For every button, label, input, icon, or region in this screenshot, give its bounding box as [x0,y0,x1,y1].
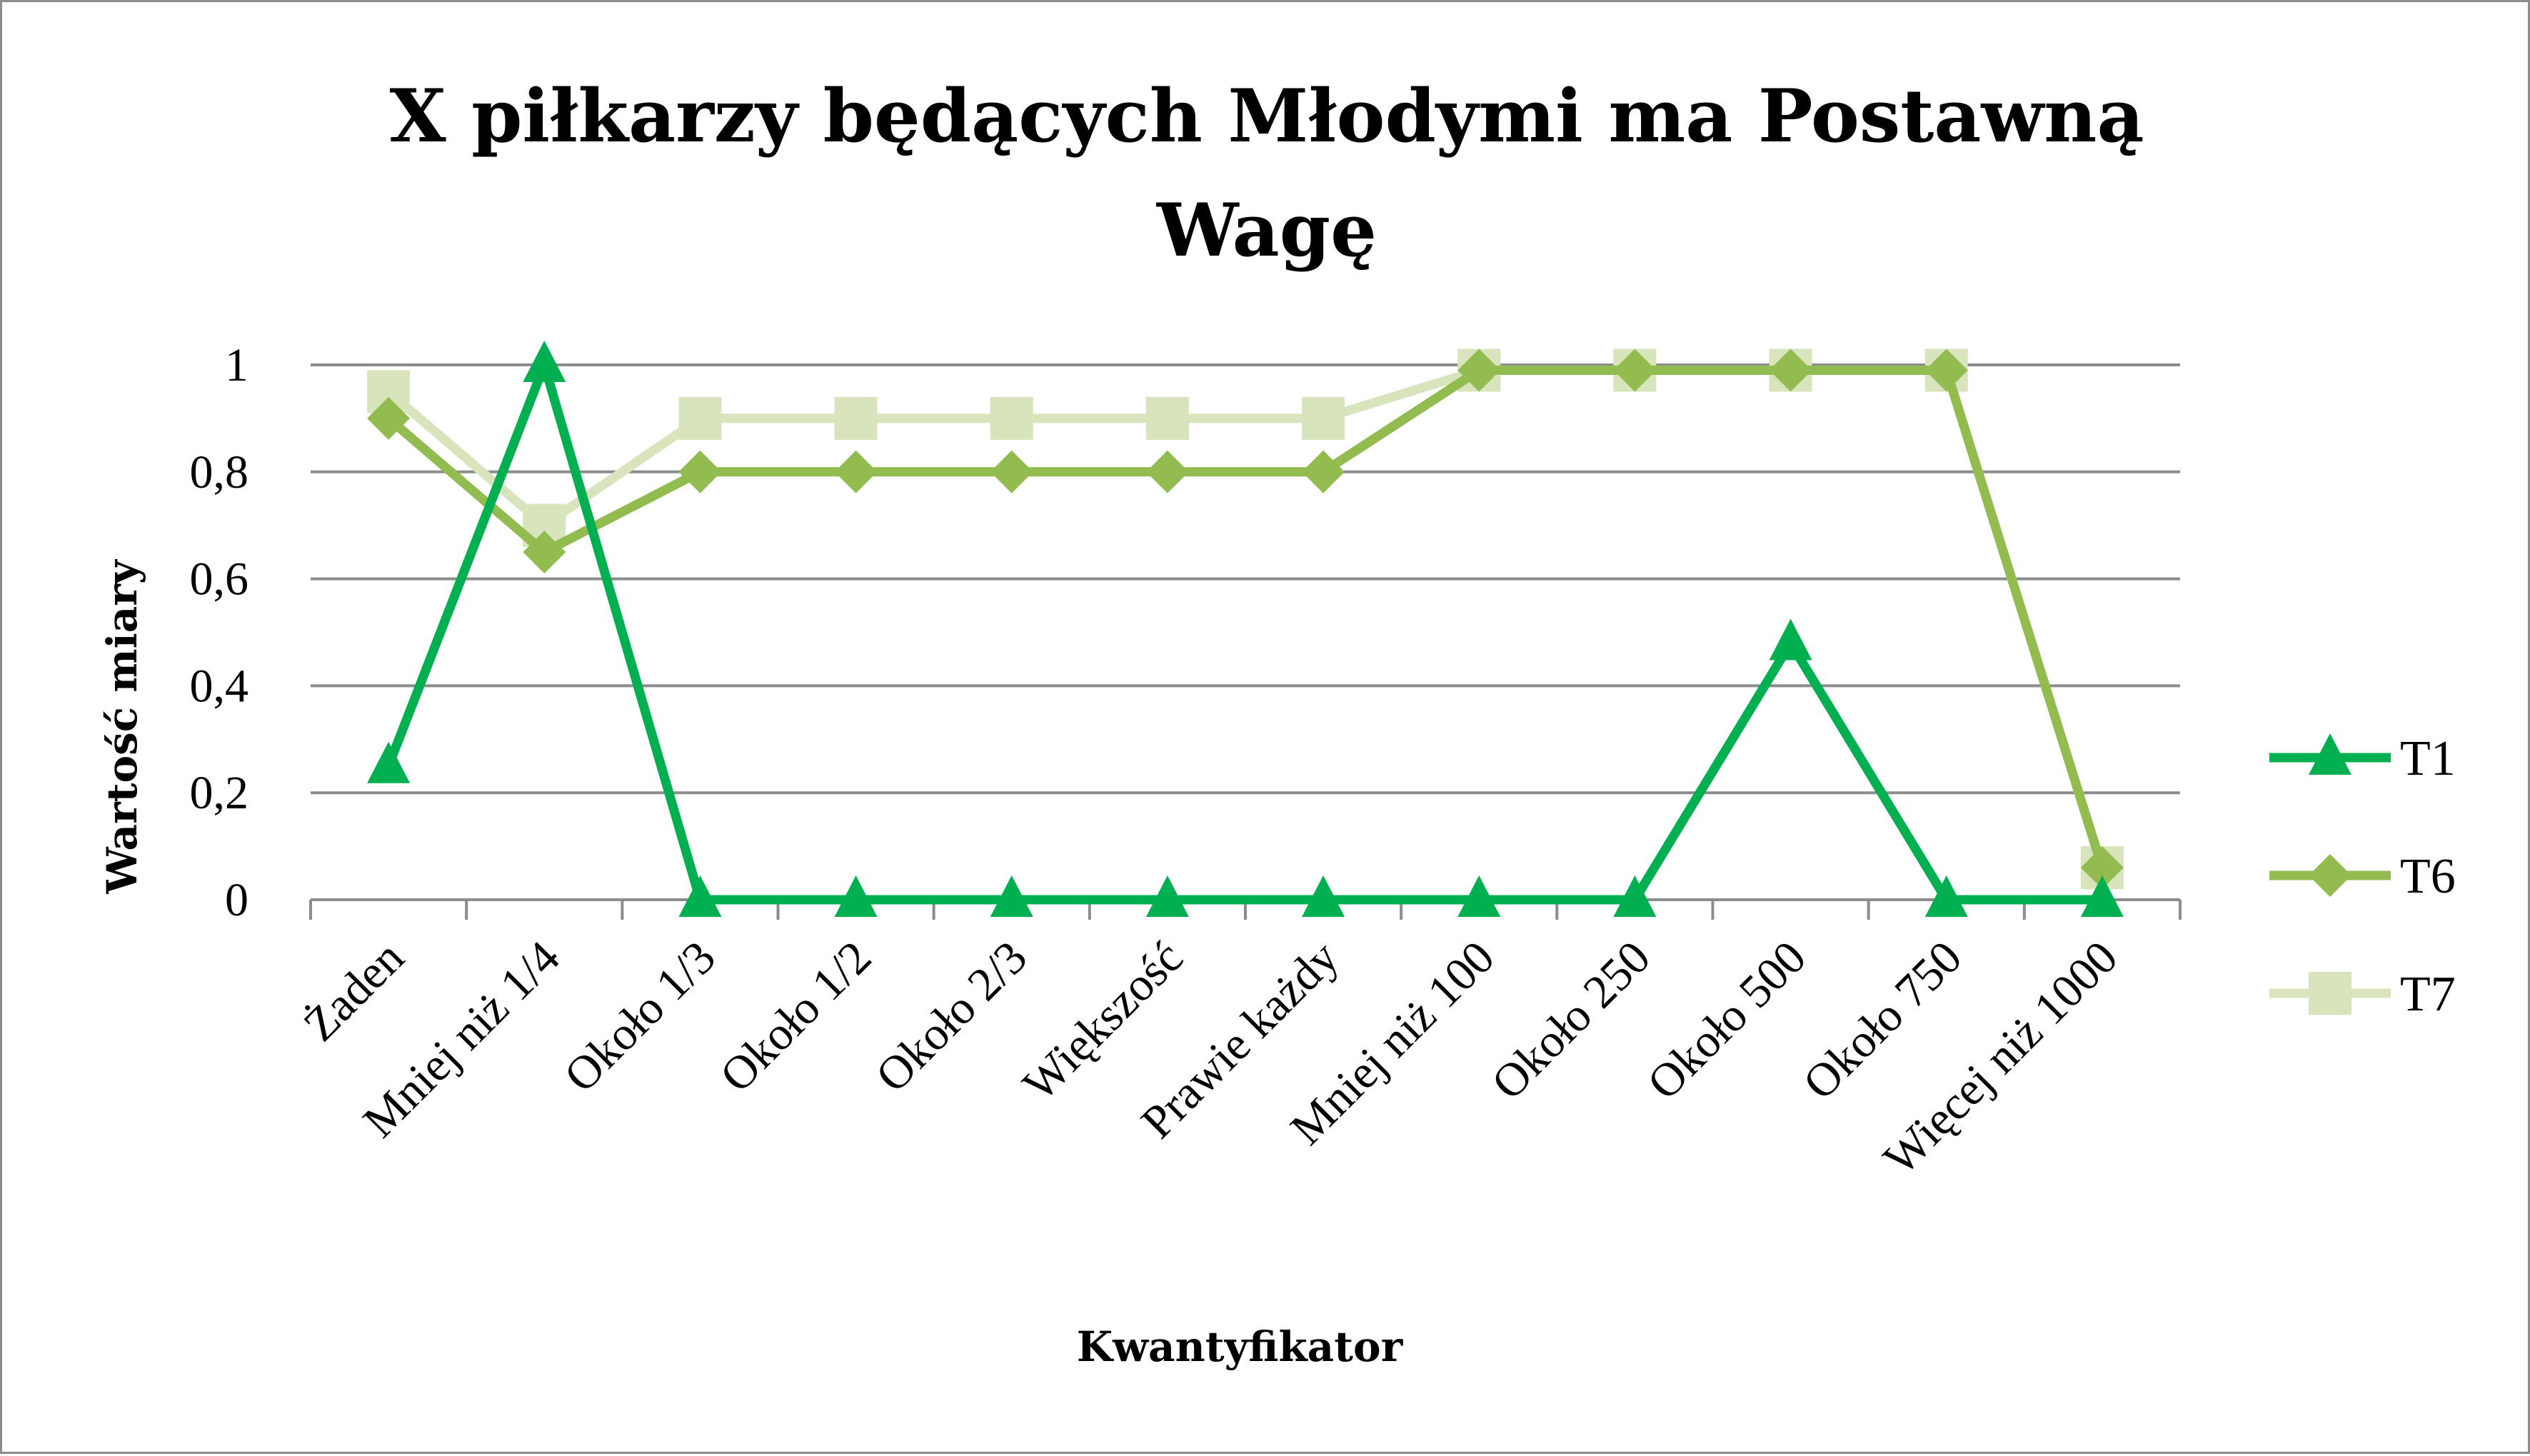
y-axis-tick-labels: 0 0,2 0,4 0,6 0,8 1 [190,339,249,926]
chart-title-line-1: X piłkarzy będących Młodymi ma Postawną [389,74,2144,159]
data-point-T1-5 [1145,875,1189,917]
legend: T1 T6 T7 [2269,731,2456,1022]
data-point-T7-4 [990,396,1033,440]
legend-swatch-marker [2309,972,2351,1015]
data-point-T6-0 [367,396,411,440]
legend-item-T6: T6 [2269,849,2456,904]
data-point-T6-11 [2080,846,2124,890]
data-point-T6-3 [834,450,878,493]
chart-title: X piłkarzy będących Młodymi ma Postawną … [389,74,2144,273]
data-point-T1-0 [367,741,411,783]
data-point-T7-5 [1145,396,1189,440]
data-point-T1-4 [990,875,1033,917]
legend-item-T1: T1 [2269,731,2456,786]
chart-title-line-2: Wagę [1156,188,1377,273]
legend-label: T6 [2400,849,2456,904]
data-point-T6-5 [1145,450,1189,493]
data-point-T1-11 [2080,875,2124,917]
data-point-T6-8 [1613,348,1657,392]
legend-swatch-marker [2309,854,2351,897]
data-point-T6-7 [1457,348,1501,392]
y-tick-label: 0,4 [190,660,249,712]
legend-item-T7: T7 [2269,967,2456,1022]
legend-label: T7 [2400,967,2456,1022]
x-tick-label: Żaden [293,931,413,1051]
data-point-T7-3 [834,396,878,440]
data-point-T1-10 [1924,875,1968,917]
y-tick-label: 1 [225,339,249,391]
x-tick-label: Około 2/3 [866,931,1038,1103]
data-point-T1-8 [1613,875,1657,917]
x-tick-label: Około 250 [1482,931,1660,1110]
series-line-T1 [383,360,2107,905]
data-point-T7-6 [1302,396,1345,440]
y-tick-label: 0,8 [190,446,249,498]
data-point-T1-2 [678,875,722,917]
data-point-T6-10 [1924,348,1968,392]
data-point-T7-2 [678,396,722,440]
y-tick-label: 0 [225,874,249,926]
data-point-T6-2 [678,450,722,493]
series-T6 [367,348,2124,890]
legend-label: T1 [2400,731,2456,786]
x-axis-title: Kwantyfikator [1077,1322,1404,1371]
y-tick-label: 0,2 [190,767,249,819]
series-T1 [367,341,2124,917]
data-point-T6-9 [1769,348,1812,392]
gridlines [311,363,2180,795]
series-line-T6 [383,365,2107,873]
legend-swatch-marker [2309,733,2351,775]
series-T7 [367,348,2124,890]
data-point-T6-6 [1302,450,1345,493]
x-tick-label: Około 1/2 [711,931,882,1103]
x-tick-label: Około 1/3 [554,931,726,1103]
data-point-T6-1 [523,531,566,574]
series-lines [367,341,2124,917]
x-tick-label: Około 500 [1637,931,1816,1110]
y-axis-title: Wartość miary [98,558,146,894]
data-point-T1-3 [834,875,878,917]
data-point-T1-7 [1457,875,1501,917]
y-tick-label: 0,6 [190,553,249,606]
data-point-T6-4 [990,450,1033,493]
data-point-T1-6 [1302,875,1345,917]
data-point-T1-9 [1769,618,1812,661]
data-point-T1-1 [523,341,566,382]
